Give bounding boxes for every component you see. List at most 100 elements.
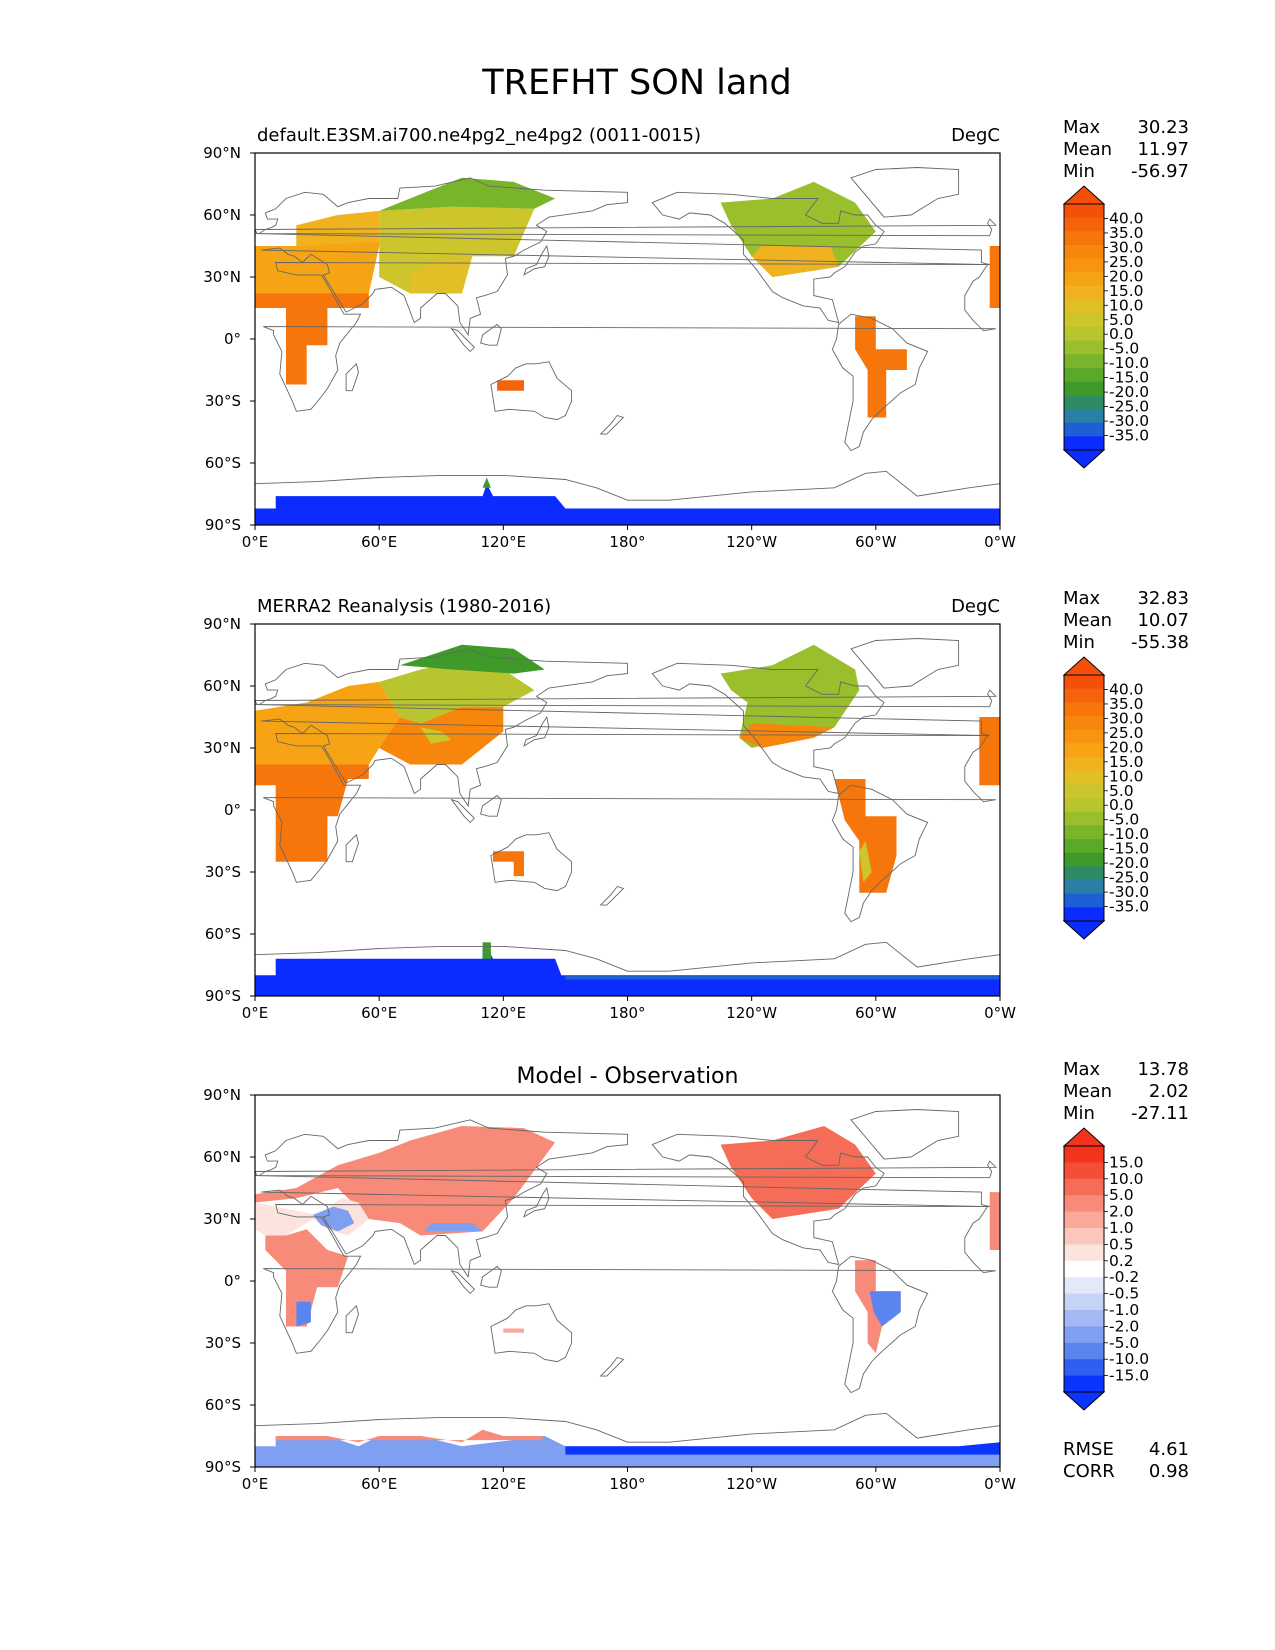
stat-label: Min <box>1063 632 1095 653</box>
colorbar-tick-label: 20.0 <box>1109 738 1144 756</box>
data-cell <box>482 477 491 488</box>
colorbar-frame <box>1063 1145 1105 1393</box>
colorbar-band <box>1064 1310 1104 1327</box>
coastline-borneo <box>480 1265 502 1288</box>
colorbar-frame <box>1063 674 1105 922</box>
map-background <box>255 624 1000 996</box>
colorbar-extend-max <box>1062 656 1106 676</box>
stat-value: 10.07 <box>1137 610 1189 631</box>
stat-value: 30.23 <box>1137 117 1189 138</box>
coastline-north_america <box>651 1133 885 1266</box>
data-cell <box>493 851 524 877</box>
data-cell <box>989 1192 1000 1250</box>
lat-tick-label: 90°S <box>205 1458 241 1476</box>
colorbar-band <box>1064 866 1104 881</box>
coastline-australia <box>490 832 573 892</box>
lon-tick-label: 60°E <box>361 1004 397 1022</box>
stat-value: 13.78 <box>1137 1059 1189 1080</box>
colorbar-band <box>1064 1293 1104 1311</box>
lon-tick-label: 0°E <box>242 533 269 551</box>
data-cell <box>482 942 491 959</box>
coastline-south_america <box>831 784 929 923</box>
lat-tick-label: 60°S <box>205 1396 241 1414</box>
colorbar-tick-label: -35.0 <box>1109 898 1149 916</box>
colorbar-band <box>1064 1178 1104 1196</box>
lat-tick-label: 30°N <box>203 739 241 757</box>
lat-tick-label: 60°S <box>205 925 241 943</box>
lat-tick-label: 90°N <box>203 1086 241 1104</box>
panel-reference: MERRA2 Reanalysis (1980-2016) DegC 0°E 60°E… <box>203 588 1189 1022</box>
lon-tick-label: 60°E <box>361 1475 397 1493</box>
colorbar-tick-label: 40.0 <box>1109 209 1144 227</box>
data-cell <box>255 246 369 385</box>
lon-tick-label: 120°W <box>726 1475 777 1493</box>
data-cell <box>296 210 380 246</box>
coastline-britain <box>255 1160 997 1179</box>
data-cell <box>739 723 835 748</box>
colorbar-band <box>1064 716 1104 731</box>
coastlines <box>255 1109 1000 1443</box>
colorbar: 15.010.05.02.01.00.50.2-0.2-0.5-1.0-2.0-… <box>1062 1127 1149 1411</box>
coastline-britain <box>255 218 997 237</box>
colorbar-band <box>1064 852 1104 867</box>
colorbar-extend-max <box>1062 185 1106 205</box>
stat-value: 4.61 <box>1149 1439 1189 1460</box>
lat-tick-label: 90°S <box>205 987 241 1005</box>
coastline-north_america <box>651 662 885 795</box>
stat-label: Mean <box>1063 610 1112 631</box>
lon-tick-label: 180° <box>609 533 645 551</box>
colorbar-band <box>1064 1326 1104 1344</box>
lon-tick-label: 60°E <box>361 533 397 551</box>
colorbar-tick-label: 5.0 <box>1109 1186 1134 1204</box>
lon-tick-label: 0°W <box>984 1004 1016 1022</box>
data-cell <box>312 1206 355 1232</box>
lon-tick-label: 120°E <box>481 533 527 551</box>
colorbar-band <box>1064 825 1104 840</box>
colorbar-tick-label: -15.0 <box>1109 1367 1149 1385</box>
lat-tick-label: 90°N <box>203 615 241 633</box>
panel-difference: Model - Observation 0°E 60°E 120°E 180° 120°W… <box>203 1059 1189 1493</box>
colorbar-tick-label: 15.0 <box>1109 282 1144 300</box>
colorbar-tick-label: -30.0 <box>1109 412 1149 430</box>
colorbar-band <box>1064 729 1104 744</box>
colorbar-extend-min <box>1062 449 1106 469</box>
colorbar-tick-label: 15.0 <box>1109 1153 1144 1171</box>
panel-center-title: Model - Observation <box>517 1064 739 1089</box>
colorbar-band <box>1064 272 1104 287</box>
colorbar-tick-label: -5.0 <box>1109 811 1139 829</box>
data-cell <box>255 1126 556 1236</box>
colorbar-tick-label: 1.0 <box>1109 1219 1134 1237</box>
colorbar-band <box>1064 675 1104 690</box>
lat-tick-label: 30°N <box>203 1210 241 1228</box>
colorbar-band <box>1064 702 1104 717</box>
colorbar-tick-label: -10.0 <box>1109 354 1149 372</box>
colorbar-tick-label: 0.0 <box>1109 325 1134 343</box>
colorbar: 40.035.030.025.020.015.010.05.00.0-5.0-1… <box>1062 656 1149 940</box>
data-cell <box>275 1429 545 1443</box>
panels: default.E3SM.ai700.ne4pg2_ne4pg2 (0011-0… <box>203 117 1189 1493</box>
coastline-antarctica <box>255 470 1000 501</box>
stat-value: -56.97 <box>1131 161 1189 182</box>
panel-units: DegC <box>951 596 1000 617</box>
coastline-eurasia <box>255 177 990 337</box>
colorbar-band <box>1064 907 1104 922</box>
lon-tick-label: 180° <box>609 1004 645 1022</box>
colorbar-tick-label: 10.0 <box>1109 1170 1144 1188</box>
data-cell <box>296 1301 311 1327</box>
stat-label: CORR <box>1063 1461 1115 1482</box>
coastline-greenland <box>850 167 960 218</box>
colorbar-frame <box>1063 203 1105 451</box>
stat-label: Max <box>1063 1059 1101 1080</box>
lat-tick-label: 60°N <box>203 206 241 224</box>
colorbar-band <box>1064 204 1104 219</box>
lon-tick-label: 180° <box>609 1475 645 1493</box>
coastline-australia <box>490 1303 573 1363</box>
colorbar-band <box>1064 1359 1104 1377</box>
colorbar-tick-label: -35.0 <box>1109 427 1149 445</box>
stat-label: Max <box>1063 588 1101 609</box>
data-cell <box>503 1328 524 1333</box>
colorbar-band <box>1064 1375 1104 1393</box>
colorbar-band <box>1064 313 1104 328</box>
colorbar-tick-label: 2.0 <box>1109 1203 1134 1221</box>
coastline-africa <box>263 262 996 412</box>
